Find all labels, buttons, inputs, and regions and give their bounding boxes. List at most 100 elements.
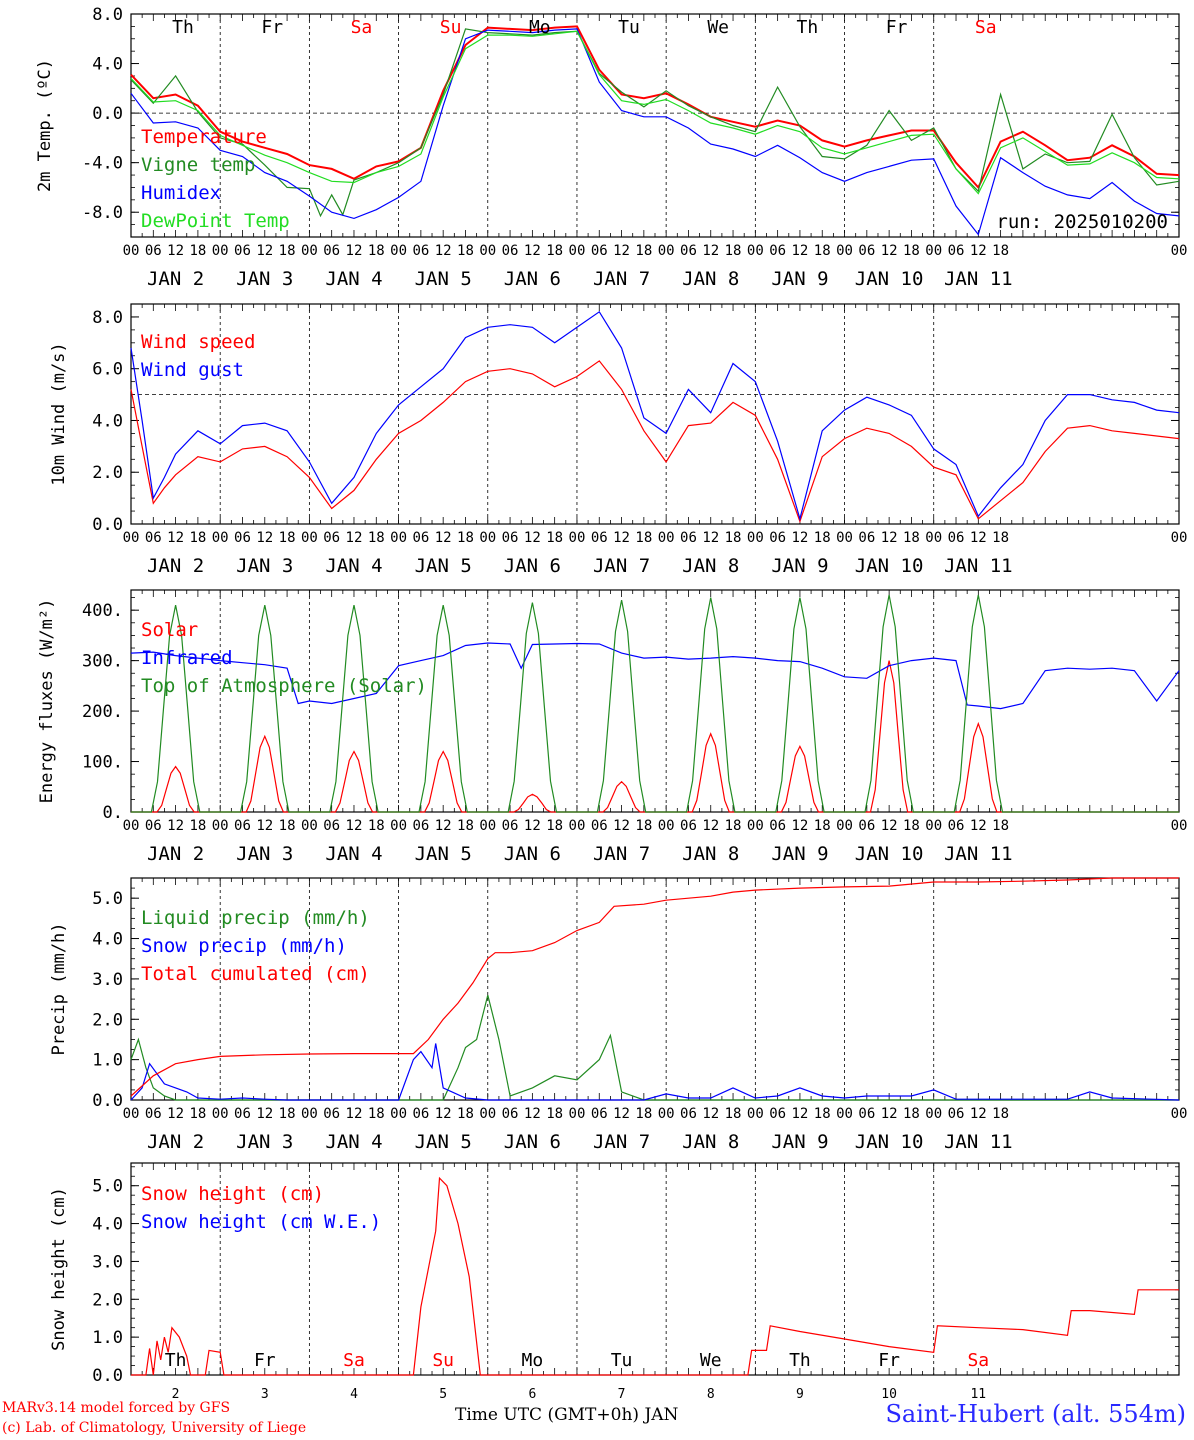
x-hour-label: 06 [680, 818, 697, 834]
x-hour-label: 12 [881, 1106, 898, 1122]
x-date-label: JAN 8 [682, 268, 739, 290]
x-date-label: JAN 10 [855, 1131, 924, 1153]
x-hour-label: 06 [234, 530, 251, 546]
x-date-label: JAN 2 [147, 268, 204, 290]
x-hour-label: 06 [591, 243, 608, 259]
x-hour-label: 06 [858, 1106, 875, 1122]
x-hour-label: 12 [702, 530, 719, 546]
chart-panel-5: 5.0 4.0 3.0 2.0 1.0 0.0 Snow height (cm) Snow h… [49, 1162, 1180, 1386]
x-hour-label: 18 [635, 243, 652, 259]
weekday-label-bottom: We [700, 1350, 722, 1371]
x-hour-label: 06 [858, 818, 875, 834]
x-hour-label: 12 [613, 1106, 630, 1122]
weekday-label-top: Mo [529, 17, 551, 38]
x-date-label: JAN 6 [504, 843, 561, 865]
y-axis-label: Snow height (cm) [49, 1187, 69, 1351]
x-hour-label: 00 [301, 1106, 318, 1122]
y-tick-label: 5.0 [92, 889, 123, 909]
x-hour-label: 06 [412, 818, 429, 834]
x-hour-label: 18 [189, 243, 206, 259]
credit-model: MARv3.14 model forced by GFS [2, 1400, 231, 1416]
x-hour-label: 06 [502, 1106, 519, 1122]
legend-entry: Liquid precip (mm/h) [141, 907, 370, 929]
y-tick-label: 8.0 [92, 308, 123, 328]
x-date-label: JAN 9 [771, 268, 828, 290]
x-hour-label: 00 [479, 243, 496, 259]
x-hour-label: 00 [747, 1106, 764, 1122]
x-hour-label: 12 [702, 1106, 719, 1122]
x-hour-label: 06 [145, 1106, 162, 1122]
x-hour-label: 00 [836, 530, 853, 546]
x-hour-label: 18 [814, 818, 831, 834]
x-date-label: JAN 7 [593, 1131, 650, 1153]
y-tick-label: 4.0 [92, 930, 123, 950]
x-hour-label: 06 [769, 530, 786, 546]
x-hour-label: 12 [702, 243, 719, 259]
series-line-top-of-atmosphere-solar- [131, 594, 1179, 813]
x-hour-label: 00 [390, 1106, 407, 1122]
plot-frame [130, 303, 1180, 525]
x-date-label: JAN 5 [415, 555, 472, 577]
x-hour-label: 06 [323, 1106, 340, 1122]
x-date-label: JAN 2 [147, 1131, 204, 1153]
x-hour-label: 18 [992, 818, 1009, 834]
x-hour-label: 18 [457, 243, 474, 259]
station-name: Saint-Hubert (alt. 554m) [885, 1400, 1186, 1428]
x-hour-label: 18 [992, 530, 1009, 546]
x-hour-label: 00 [569, 1106, 586, 1122]
x-hour-label: 06 [769, 1106, 786, 1122]
x-hour-label: 00 [925, 1106, 942, 1122]
x-hour-label: 00 [212, 243, 229, 259]
x-hour-label: 06 [323, 530, 340, 546]
x-date-label: JAN 7 [593, 268, 650, 290]
bottom-day-number: 5 [439, 1387, 447, 1400]
chart-panel-3: 400. 300. 200. 100. 0. Energy fluxes (W/m²) So… [37, 589, 1187, 865]
x-hour-label: 00 [301, 818, 318, 834]
legend-entry: Snow precip (mm/h) [141, 935, 347, 957]
x-hour-label: 12 [167, 1106, 184, 1122]
x-date-label: JAN 4 [325, 843, 382, 865]
y-tick-label: 8.0 [92, 5, 123, 25]
plot-frame [130, 589, 1180, 813]
x-hour-label: 18 [814, 1106, 831, 1122]
weekday-label-top: Fr [886, 17, 908, 38]
legend-entry: Snow height (cm) [141, 1183, 324, 1205]
x-hour-label: 00 [301, 530, 318, 546]
y-tick-label: 2.0 [92, 1290, 123, 1310]
x-date-label: JAN 4 [325, 268, 382, 290]
x-hour-label: 12 [970, 530, 987, 546]
x-hour-label: 18 [903, 818, 920, 834]
legend-entry: Vigne temp [141, 154, 255, 176]
x-hour-label: 00 [123, 1106, 140, 1122]
y-tick-label: 400. [82, 601, 123, 621]
y-tick-label: 2.0 [92, 1010, 123, 1030]
x-hour-label: 06 [234, 243, 251, 259]
legend-entry: Wind gust [141, 359, 244, 381]
legend-entry: Temperature [141, 126, 267, 148]
x-hour-label: 06 [502, 243, 519, 259]
x-hour-label: 18 [814, 243, 831, 259]
y-tick-label: 200. [82, 702, 123, 722]
x-hour-label: 18 [368, 818, 385, 834]
y-axis-label: 10m Wind (m/s) [49, 342, 69, 485]
x-hour-label: 12 [524, 243, 541, 259]
weekday-label-bottom: Fr [254, 1350, 276, 1371]
series-line-total-cumulated-cm- [130, 877, 1179, 1097]
weekday-label-bottom: Fr [878, 1350, 900, 1371]
x-hour-label: 00 [1171, 243, 1188, 259]
x-hour-label: 00 [212, 530, 229, 546]
x-hour-label: 18 [189, 530, 206, 546]
weekday-label-top: We [707, 17, 729, 38]
x-hour-label: 00 [836, 818, 853, 834]
x-hour-label: 18 [546, 243, 563, 259]
x-hour-label: 06 [323, 818, 340, 834]
x-hour-label: 06 [412, 1106, 429, 1122]
legend-entry: Humidex [141, 182, 221, 204]
weekday-label-bottom: Su [432, 1350, 454, 1371]
x-hour-label: 06 [591, 818, 608, 834]
x-hour-label: 00 [390, 243, 407, 259]
x-hour-label: 12 [613, 243, 630, 259]
x-hour-label: 18 [903, 243, 920, 259]
x-hour-label: 06 [769, 243, 786, 259]
x-hour-label: 18 [546, 1106, 563, 1122]
